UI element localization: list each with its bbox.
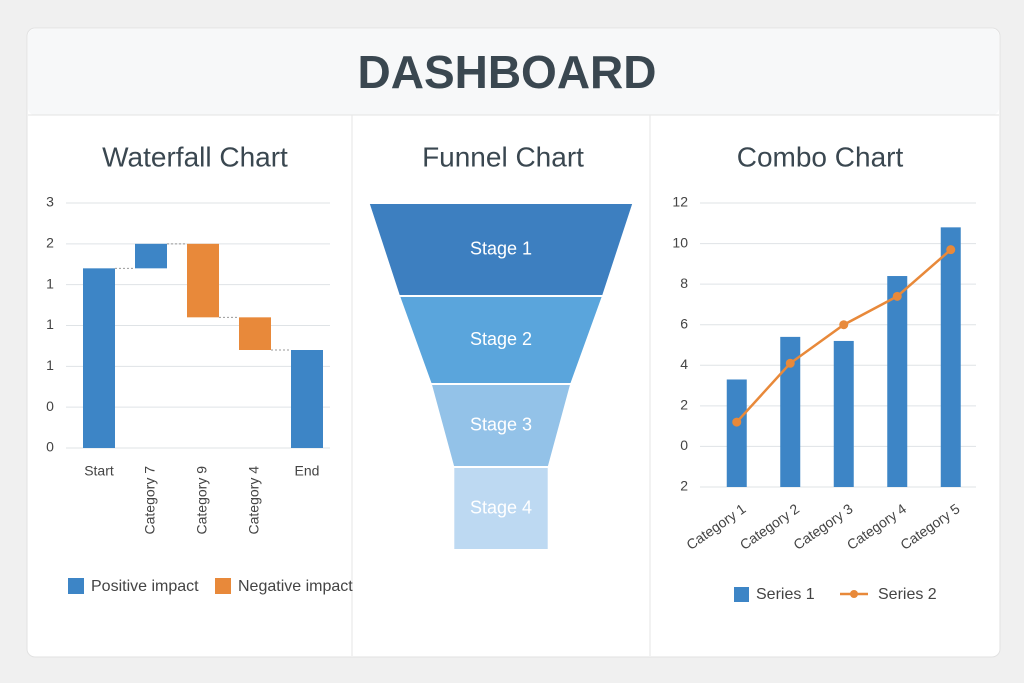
x-tick-label: End [295,463,320,479]
chart-title: Combo Chart [737,141,904,172]
legend-label: Series 2 [878,586,937,603]
legend-label: Negative impact [238,578,353,595]
header-bg [28,29,999,115]
y-tick-label: 1 [46,357,54,373]
y-tick-label: 1 [46,316,54,332]
point [892,291,902,301]
funnel-stage [452,466,550,551]
legend-label: Series 1 [756,586,815,603]
chart-title: Funnel Chart [422,141,584,172]
stage-label: Stage 3 [470,414,532,434]
point [839,320,849,330]
stage-label: Stage 2 [470,329,532,349]
bar [135,243,167,269]
stage-label: Stage 1 [470,238,532,258]
stage-label: Stage 4 [470,497,532,517]
point [946,245,956,255]
legend-swatch [734,587,749,602]
y-tick-label: 10 [672,234,688,250]
bar [187,243,219,318]
y-tick-label: 1 [46,275,54,291]
y-tick-label: 2 [680,397,688,413]
y-tick-label: 8 [680,275,688,291]
bar [239,317,271,350]
bar [726,379,747,487]
y-tick-label: 0 [680,437,688,453]
y-tick-label: 12 [672,194,688,210]
bar [940,227,961,488]
y-tick-label: 0 [46,398,54,414]
legend-swatch [850,590,858,598]
x-tick-label: Category 4 [246,466,262,535]
y-tick-label: 4 [680,356,688,372]
y-tick-label: 0 [46,439,54,455]
x-tick-label: Start [84,463,114,479]
legend-swatch [215,578,231,594]
y-tick-label: 6 [680,315,688,331]
x-tick-label: Category 7 [142,466,158,535]
y-tick-label: 2 [46,235,54,251]
bar [780,336,801,487]
dashboard-title: DASHBOARD [358,46,657,98]
bar [833,340,854,487]
point [732,417,742,427]
x-tick-label: Category 9 [194,466,210,535]
chart-title: Waterfall Chart [102,141,288,172]
point [785,358,795,368]
bar [291,350,323,448]
bar [887,276,908,487]
bar [83,268,115,448]
y-tick-label: 3 [46,194,54,210]
y-tick-label: 2 [680,478,688,494]
legend-label: Positive impact [91,578,199,595]
legend-swatch [68,578,84,594]
